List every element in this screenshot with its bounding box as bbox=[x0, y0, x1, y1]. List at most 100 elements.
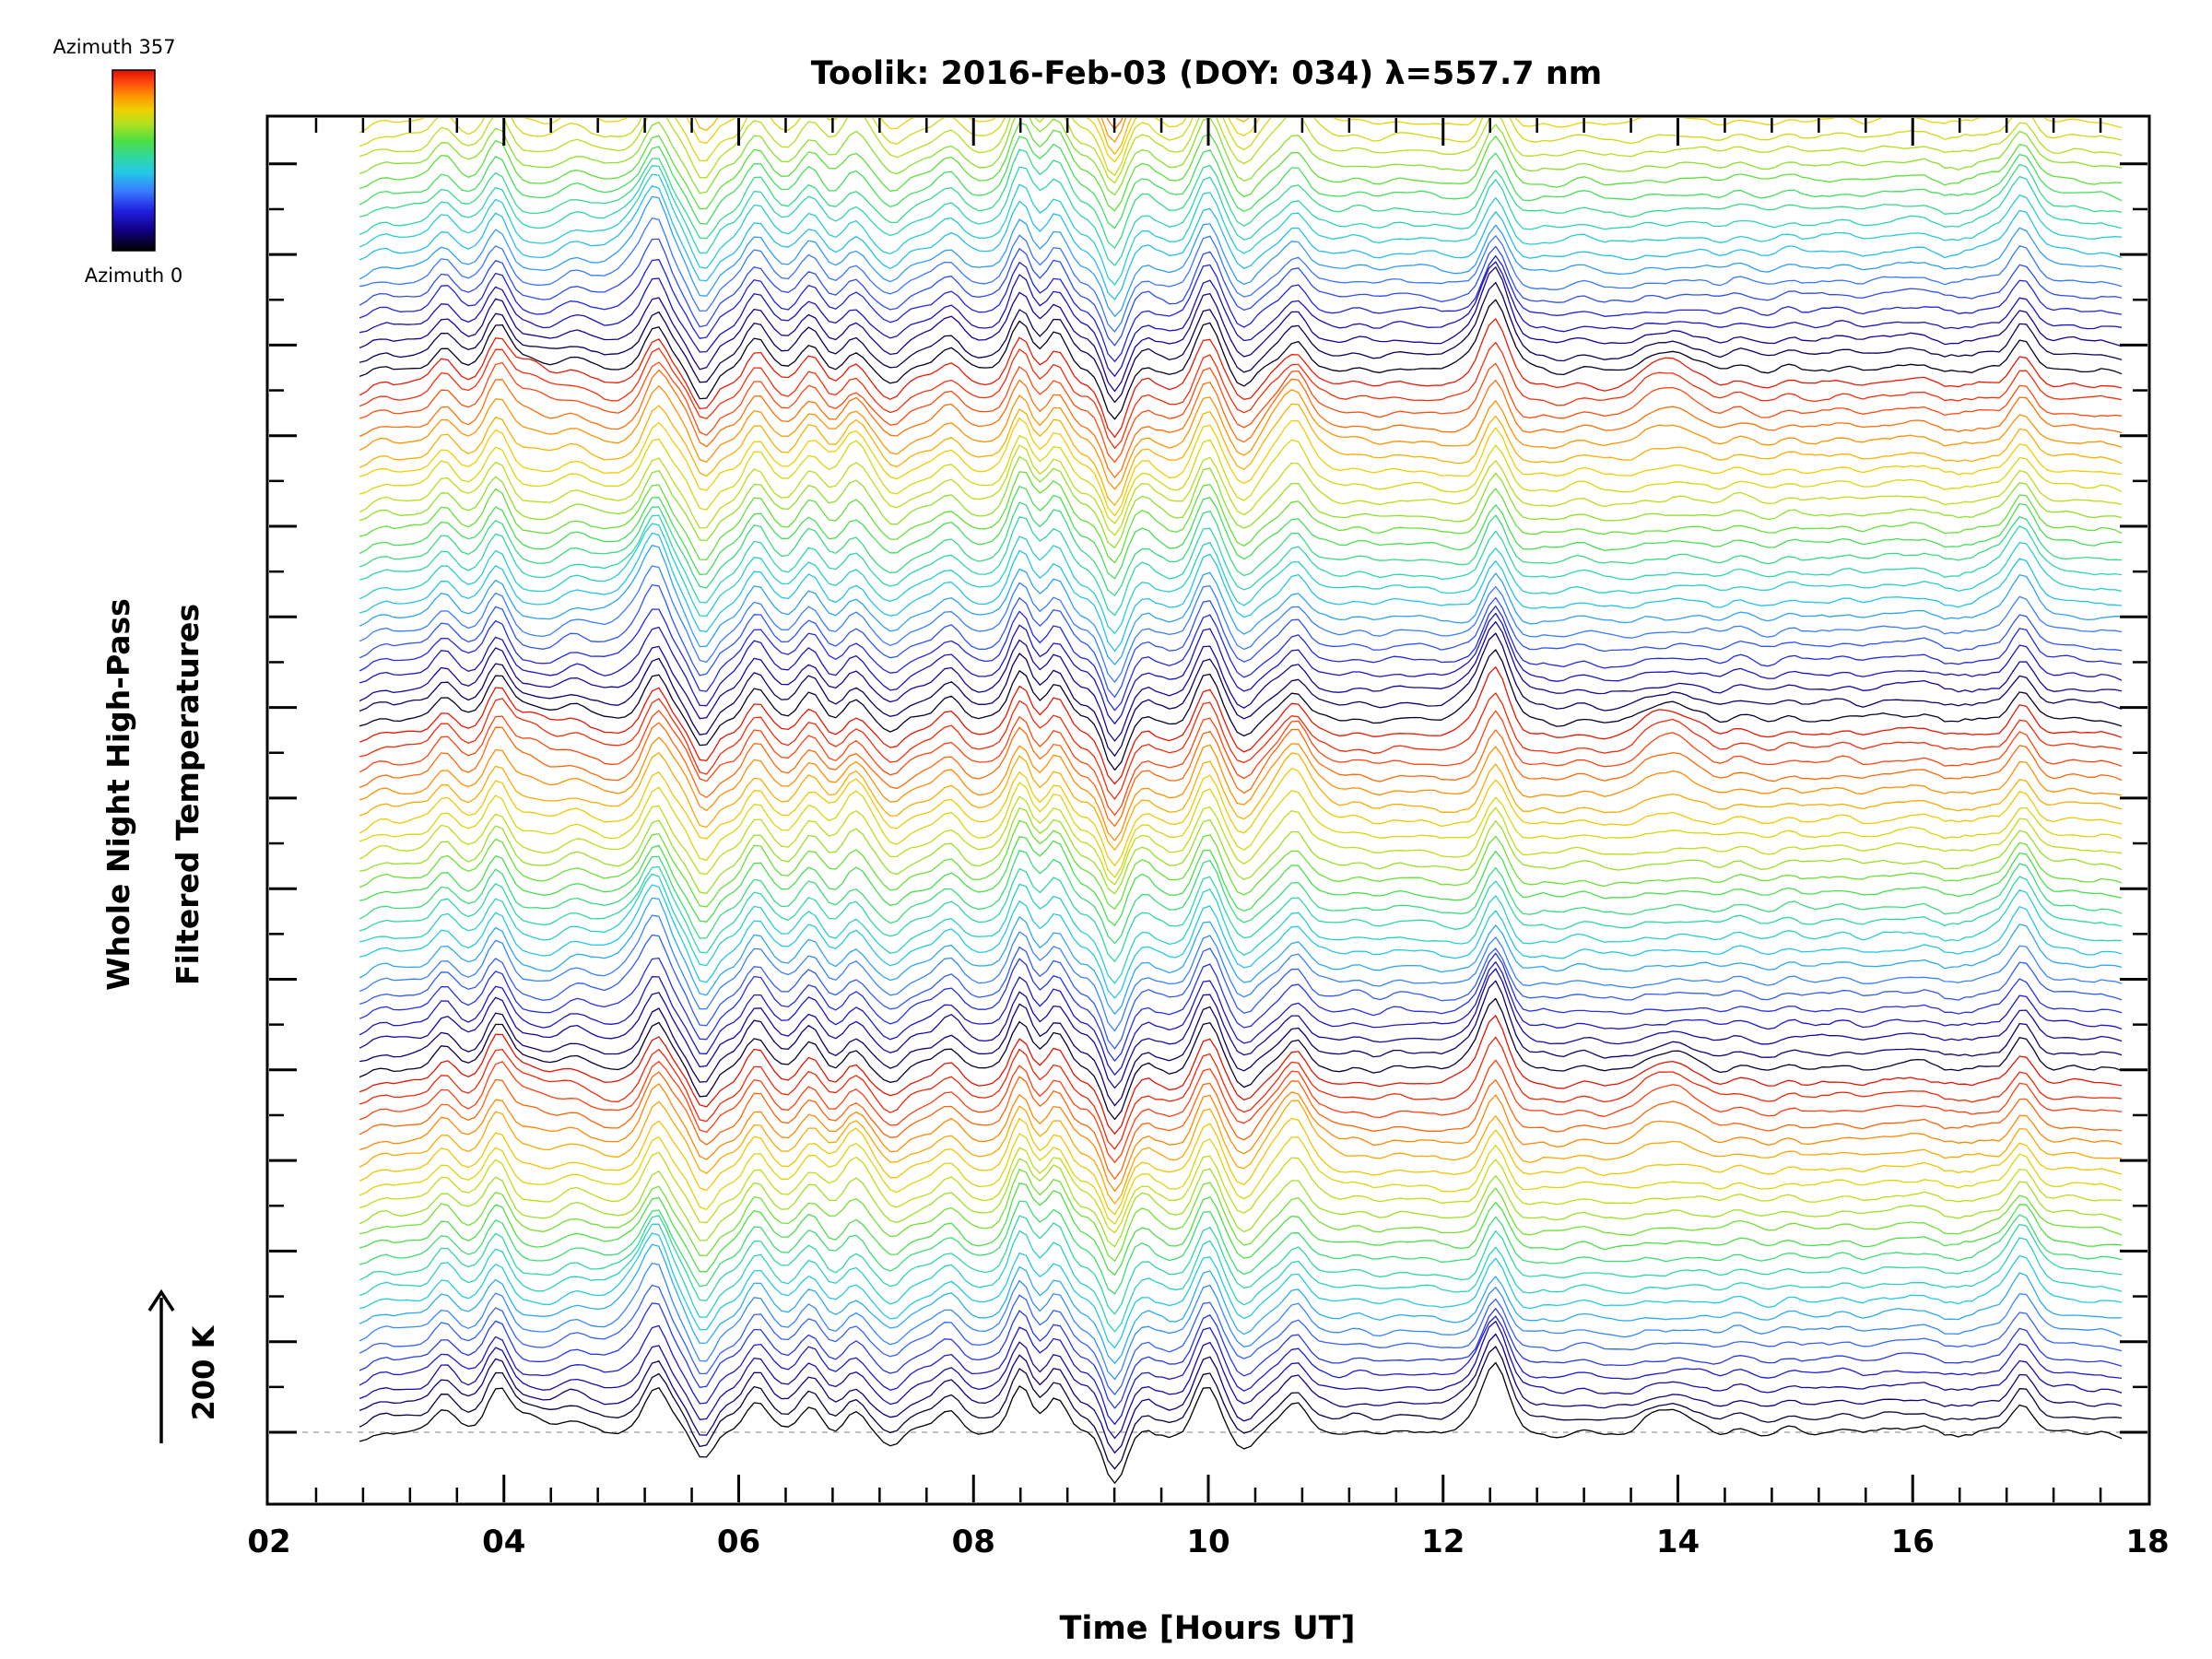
temperature-trace bbox=[359, 238, 2123, 347]
colorbar-gradient bbox=[112, 69, 156, 252]
temperature-trace bbox=[359, 632, 2123, 757]
temperature-trace bbox=[359, 961, 2123, 1076]
temperature-trace bbox=[359, 768, 2123, 866]
temperature-trace bbox=[359, 649, 2123, 771]
temperature-trace bbox=[359, 1315, 2123, 1425]
temperature-trace bbox=[359, 1083, 2123, 1192]
temperature-trace bbox=[359, 997, 2123, 1121]
temperature-trace bbox=[359, 444, 2123, 536]
x-tick-labels: 02 04 06 08 10 12 14 16 18 bbox=[247, 1524, 2169, 1560]
chart-title: Toolik: 2016-Feb-03 (DOY: 034) λ=557.7 n… bbox=[811, 55, 1602, 92]
temperature-trace bbox=[359, 807, 2123, 895]
temperature-trace bbox=[359, 501, 2123, 596]
temperature-trace bbox=[359, 165, 2123, 266]
temperature-trace bbox=[359, 1100, 2123, 1205]
temperature-trace bbox=[359, 606, 2123, 712]
axis-ticks bbox=[269, 118, 2147, 1502]
temperature-trace bbox=[359, 148, 2123, 249]
temperature-trace bbox=[359, 914, 2123, 1032]
temperature-trace bbox=[359, 968, 2123, 1089]
temperature-trace bbox=[359, 1223, 2123, 1333]
temperature-trace bbox=[359, 836, 2123, 926]
temperature-trace bbox=[359, 692, 2123, 800]
temperature-trace bbox=[359, 341, 2123, 450]
temperature-trace bbox=[359, 118, 2123, 163]
temperature-trace bbox=[359, 884, 2123, 999]
temperature-trace bbox=[359, 523, 2123, 634]
temperature-trace bbox=[359, 1182, 2123, 1276]
x-axis-label: Time [Hours UT] bbox=[1059, 1610, 1355, 1647]
temperature-trace bbox=[359, 544, 2123, 665]
temperature-trace bbox=[359, 1036, 2123, 1150]
temperature-trace bbox=[359, 1302, 2123, 1409]
temperature-trace bbox=[359, 710, 2123, 817]
temperature-trace bbox=[359, 1215, 2123, 1315]
temperature-trace bbox=[359, 1262, 2123, 1381]
y-axis-label-line2: Filtered Temperatures bbox=[170, 604, 206, 985]
temperature-trace bbox=[359, 865, 2123, 962]
temperature-trace bbox=[359, 897, 2123, 1015]
temperature-trace bbox=[359, 118, 2123, 176]
temperature-trace bbox=[359, 1320, 2123, 1440]
temperature-trace bbox=[694, 118, 1250, 155]
temperature-trace bbox=[359, 0, 2122, 11]
temperature-trace bbox=[359, 980, 2123, 1107]
temperature-traces bbox=[269, 0, 2147, 1484]
temperature-trace bbox=[359, 403, 2123, 506]
temperature-trace bbox=[359, 318, 2123, 439]
temperature-trace bbox=[359, 1147, 2123, 1234]
x-tick-label: 10 bbox=[1186, 1524, 1230, 1560]
temperature-trace bbox=[359, 486, 2123, 580]
colorbar-top-label: Azimuth 357 bbox=[53, 36, 175, 58]
x-tick-label: 06 bbox=[717, 1524, 760, 1560]
temperature-trace bbox=[359, 261, 2123, 377]
scale-bar: 200 K bbox=[147, 1288, 221, 1443]
scale-bar-label: 200 K bbox=[186, 1324, 221, 1420]
temperature-trace bbox=[359, 722, 2123, 828]
temperature-trace bbox=[359, 1117, 2123, 1216]
temperature-trace bbox=[359, 369, 2123, 478]
temperature-trace bbox=[359, 1333, 2123, 1453]
x-tick-label: 02 bbox=[247, 1524, 290, 1560]
temperature-trace bbox=[359, 435, 2123, 524]
temperature-trace bbox=[359, 736, 2123, 841]
temperature-trace bbox=[359, 0, 2122, 40]
temperature-trace bbox=[359, 1015, 2123, 1135]
temperature-trace bbox=[359, 1361, 2123, 1484]
temperature-trace bbox=[359, 471, 2123, 564]
scale-bar-arrowhead bbox=[147, 1288, 175, 1312]
temperature-trace bbox=[359, 455, 2123, 549]
temperature-trace bbox=[359, 118, 2123, 184]
temperature-trace bbox=[359, 782, 2123, 878]
temperature-trace bbox=[359, 299, 2123, 420]
temperature-trace bbox=[359, 266, 2123, 393]
azimuth-colorbar: Azimuth 357 Azimuth 0 bbox=[53, 36, 182, 287]
temperature-trace bbox=[359, 565, 2123, 683]
temperature-trace bbox=[359, 281, 2123, 404]
temperature-trace bbox=[359, 385, 2123, 490]
x-tick-label: 14 bbox=[1656, 1524, 1700, 1560]
temperature-trace bbox=[359, 1071, 2123, 1180]
temperature-trace bbox=[359, 418, 2123, 517]
temperature-trace bbox=[359, 1200, 2123, 1295]
temperature-trace bbox=[359, 1169, 2123, 1262]
temperature-trace bbox=[359, 218, 2123, 333]
temperature-trace bbox=[359, 666, 2123, 785]
temperature-trace bbox=[359, 621, 2123, 742]
temperature-trace bbox=[359, 1158, 2123, 1248]
temperature-trace bbox=[359, 952, 2123, 1062]
temperature-trace bbox=[359, 1059, 2123, 1163]
x-tick-label: 12 bbox=[1421, 1524, 1465, 1560]
temperature-trace bbox=[359, 850, 2123, 945]
x-tick-label: 18 bbox=[2125, 1524, 2169, 1560]
temperature-trace bbox=[359, 0, 2122, 27]
temperature-trace bbox=[359, 122, 2123, 212]
temperature-trace bbox=[359, 173, 2123, 286]
x-tick-label: 04 bbox=[482, 1524, 525, 1560]
colorbar-bottom-label: Azimuth 0 bbox=[85, 265, 183, 287]
temperature-trace bbox=[359, 873, 2123, 984]
temperature-trace bbox=[359, 361, 2123, 464]
temperature-trace bbox=[359, 1284, 2123, 1395]
temperature-trace bbox=[359, 934, 2123, 1050]
